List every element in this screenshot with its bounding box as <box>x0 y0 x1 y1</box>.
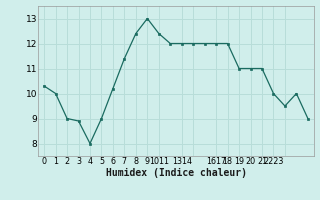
X-axis label: Humidex (Indice chaleur): Humidex (Indice chaleur) <box>106 168 246 178</box>
